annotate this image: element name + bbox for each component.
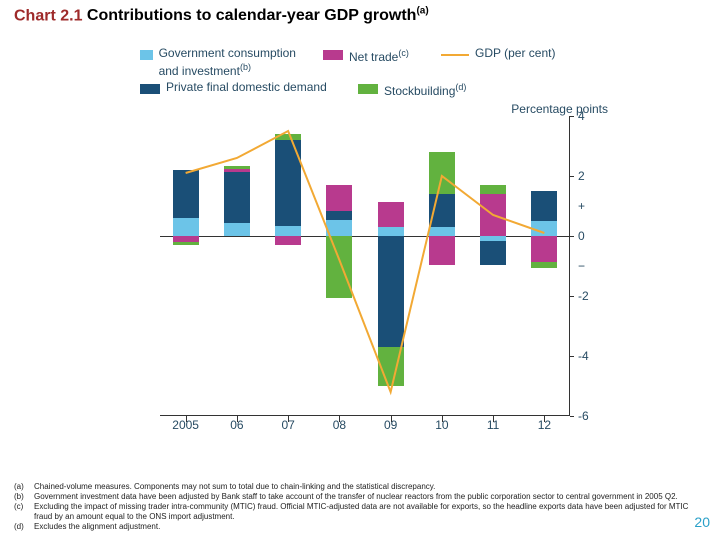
footnote: (b)Government investment data have been … bbox=[14, 492, 706, 502]
y-tick-label: 0 bbox=[578, 229, 585, 243]
x-tick-label: 08 bbox=[333, 418, 346, 432]
y-tick-label: 2 bbox=[578, 169, 585, 183]
footnote-label: (a) bbox=[14, 482, 34, 492]
x-tick-label: 09 bbox=[384, 418, 397, 432]
y-sign-label: − bbox=[578, 259, 585, 273]
gdp-line bbox=[160, 116, 570, 416]
y-tick-label: -2 bbox=[578, 289, 589, 303]
legend-label: Net trade(c) bbox=[349, 46, 409, 64]
footnote-label: (c) bbox=[14, 502, 34, 522]
footnote: (c)Excluding the impact of missing trade… bbox=[14, 502, 706, 522]
legend-swatch bbox=[441, 54, 469, 56]
footnotes: (a)Chained-volume measures. Components m… bbox=[14, 482, 706, 532]
x-tick-label: 12 bbox=[538, 418, 551, 432]
y-tick-label: -4 bbox=[578, 349, 589, 363]
legend-swatch bbox=[140, 84, 160, 94]
x-tick-label: 11 bbox=[487, 418, 499, 432]
footnote-text: Government investment data have been adj… bbox=[34, 492, 706, 502]
footnote: (d)Excludes the alignment adjustment. bbox=[14, 522, 706, 532]
y-sign-label: + bbox=[578, 199, 585, 213]
x-tick-label: 2005 bbox=[172, 418, 199, 432]
legend-label: Private final domestic demand bbox=[166, 80, 327, 94]
legend-item: GDP (per cent) bbox=[441, 46, 561, 60]
footnote: (a)Chained-volume measures. Components m… bbox=[14, 482, 706, 492]
x-tick-label: 07 bbox=[281, 418, 294, 432]
y-tick-label: 4 bbox=[578, 109, 585, 123]
x-tick-label: 10 bbox=[435, 418, 448, 432]
legend-item: Government consumption and investment(b) bbox=[140, 46, 305, 78]
chart-title: Chart 2.1 Contributions to calendar-year… bbox=[14, 6, 429, 25]
x-tick-label: 06 bbox=[230, 418, 243, 432]
legend-swatch bbox=[323, 50, 343, 60]
legend-label: Stockbuilding(d) bbox=[384, 80, 466, 98]
chart-area: 420-2-4-6+−200506070809101112 bbox=[160, 116, 570, 416]
legend-item: Net trade(c) bbox=[323, 46, 423, 64]
y-axis-label: Percentage points bbox=[511, 102, 608, 116]
legend-swatch bbox=[140, 50, 153, 60]
chart-number: Chart 2.1 bbox=[14, 7, 82, 24]
legend-swatch bbox=[358, 84, 378, 94]
legend-item: Private final domestic demand bbox=[140, 80, 340, 94]
chart-title-text: Contributions to calendar-year GDP growt… bbox=[87, 7, 429, 24]
page-number: 20 bbox=[694, 514, 710, 530]
footnote-label: (d) bbox=[14, 522, 34, 532]
footnote-text: Chained-volume measures. Components may … bbox=[34, 482, 706, 492]
legend-label: Government consumption and investment(b) bbox=[159, 46, 305, 78]
legend: Government consumption and investment(b)… bbox=[140, 46, 580, 100]
footnote-text: Excluding the impact of missing trader i… bbox=[34, 502, 706, 522]
y-tick-label: -6 bbox=[578, 409, 589, 423]
footnote-label: (b) bbox=[14, 492, 34, 502]
legend-item: Stockbuilding(d) bbox=[358, 80, 478, 98]
legend-label: GDP (per cent) bbox=[475, 46, 555, 60]
footnote-text: Excludes the alignment adjustment. bbox=[34, 522, 706, 532]
